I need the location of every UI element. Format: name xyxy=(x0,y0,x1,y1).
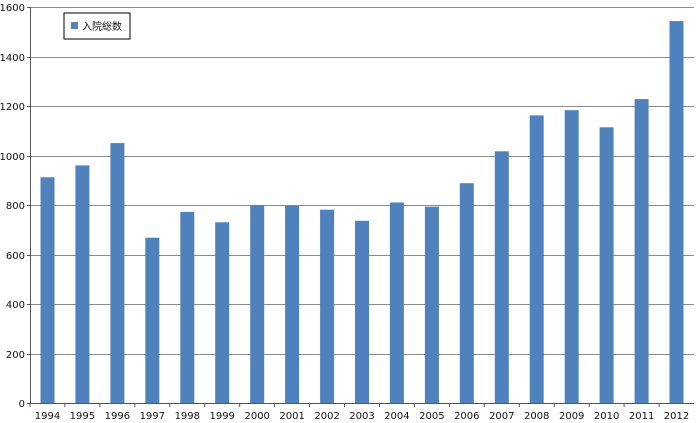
bar-2003 xyxy=(355,220,369,403)
x-tick-label: 2003 xyxy=(349,411,374,422)
x-tick-label: 1995 xyxy=(70,411,95,422)
x-tick-label: 2011 xyxy=(629,411,654,422)
x-tick-label: 1998 xyxy=(175,411,200,422)
y-tick-label: 0 xyxy=(19,399,25,410)
bar-2001 xyxy=(285,205,300,403)
x-tick-label: 2010 xyxy=(594,411,619,422)
bar-2012 xyxy=(669,21,684,403)
y-tick-label: 200 xyxy=(6,350,25,361)
legend: 入院総数 xyxy=(63,12,131,40)
y-tick-label: 600 xyxy=(6,251,25,262)
bar-2000 xyxy=(250,205,265,403)
bar-2011 xyxy=(634,99,649,403)
x-tick-label: 2005 xyxy=(419,411,444,422)
x-tick-label: 1994 xyxy=(35,411,60,422)
x-tick-label: 2000 xyxy=(244,411,269,422)
x-tick-label: 2012 xyxy=(664,411,689,422)
x-tick-label: 2001 xyxy=(279,411,304,422)
bar-1997 xyxy=(145,237,160,403)
x-tick-label: 2008 xyxy=(524,411,549,422)
legend-swatch xyxy=(71,22,78,29)
bar-2007 xyxy=(494,151,509,403)
x-tick-label: 2009 xyxy=(559,411,584,422)
bar-2006 xyxy=(459,183,474,403)
y-tick-labels: 0 200 400 600 800 1000 1200 1400 1600 xyxy=(0,3,30,410)
bar-2008 xyxy=(529,115,544,404)
x-tick-label: 1999 xyxy=(209,411,234,422)
bar-1998 xyxy=(180,211,195,403)
x-tick-label: 2002 xyxy=(314,411,339,422)
y-tick-label: 800 xyxy=(6,201,25,212)
x-tick-label: 1997 xyxy=(140,411,165,422)
y-tick-label: 1000 xyxy=(0,152,25,163)
axes xyxy=(30,7,694,404)
bar-2005 xyxy=(424,206,439,403)
bar-1995 xyxy=(75,165,90,403)
bar-2010 xyxy=(599,127,614,404)
bar-2004 xyxy=(389,202,404,403)
bars xyxy=(40,21,684,404)
x-tick-label: 2004 xyxy=(384,411,409,422)
bar-1996 xyxy=(110,143,125,403)
y-tick-label: 1600 xyxy=(0,3,25,14)
x-tick-label: 2007 xyxy=(489,411,514,422)
y-tick-label: 1200 xyxy=(0,102,25,113)
x-tick-labels: 1994 1995 1996 1997 1998 1999 2000 2001 2002 2003… xyxy=(29,403,689,422)
bar-2002 xyxy=(320,209,335,403)
y-tick-label: 400 xyxy=(6,300,25,311)
y-tick-label: 1400 xyxy=(0,53,25,64)
bar-1994 xyxy=(40,177,55,403)
legend-label: 入院総数 xyxy=(82,20,122,33)
bar-2009 xyxy=(564,110,579,403)
x-tick-label: 2006 xyxy=(454,411,479,422)
x-tick-label: 1996 xyxy=(105,411,130,422)
bar-1999 xyxy=(215,222,230,403)
